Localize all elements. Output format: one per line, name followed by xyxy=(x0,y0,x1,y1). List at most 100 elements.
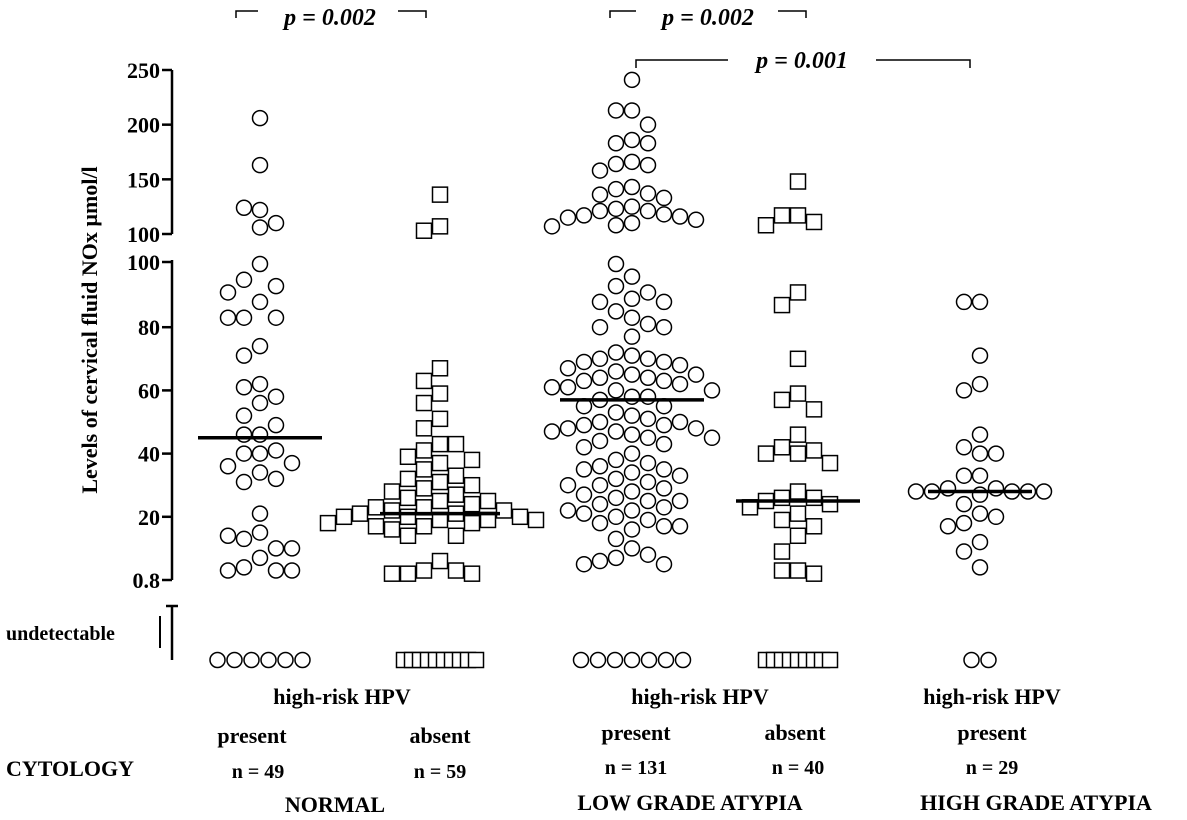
circle-point xyxy=(235,378,253,396)
group-low-absent xyxy=(741,173,839,669)
circle-point xyxy=(703,382,721,399)
undetectable-point xyxy=(572,651,590,669)
circle-point xyxy=(251,337,269,355)
circle-point xyxy=(575,505,593,522)
circle-point xyxy=(559,360,577,377)
circle-point xyxy=(219,309,237,326)
median-lines xyxy=(198,398,1032,516)
circle-point xyxy=(607,470,625,488)
square-point xyxy=(805,565,823,582)
undetectable-label: undetectable xyxy=(6,623,115,645)
y-tick-label: 40 xyxy=(138,442,160,467)
circle-point xyxy=(971,293,989,311)
circle-point xyxy=(591,162,609,179)
n-normal-present: n = 49 xyxy=(232,761,285,783)
undetectable-point xyxy=(606,651,624,669)
circle-point xyxy=(267,470,285,488)
circle-point xyxy=(235,199,253,217)
circle-point xyxy=(607,200,625,218)
circle-point xyxy=(575,353,593,371)
p-value-1: p = 0.002 xyxy=(282,5,376,31)
circle-point xyxy=(219,562,237,579)
square-point xyxy=(805,213,823,231)
y-tick-label: 150 xyxy=(127,167,160,192)
n-low-present: n = 131 xyxy=(605,757,668,779)
circle-point xyxy=(575,486,593,503)
circle-point xyxy=(591,186,609,203)
circle-point xyxy=(559,209,577,226)
circle-point xyxy=(607,217,625,234)
square-point xyxy=(431,186,449,203)
circle-point xyxy=(971,559,989,576)
circle-point xyxy=(623,445,641,462)
y-tick-label: 100 xyxy=(127,222,160,247)
square-point xyxy=(415,372,433,390)
square-point xyxy=(367,499,385,516)
circle-point xyxy=(687,366,705,383)
circle-point xyxy=(543,218,561,235)
circle-point xyxy=(267,416,285,434)
circle-point xyxy=(955,543,973,560)
circle-point xyxy=(655,461,673,478)
cytology-high-grade: HIGH GRADE ATYPIA xyxy=(920,790,1152,815)
circle-point xyxy=(939,480,957,497)
circle-point xyxy=(607,135,625,152)
square-point xyxy=(447,486,465,503)
square-point xyxy=(447,467,465,484)
square-point xyxy=(463,451,481,469)
circle-point xyxy=(267,562,285,579)
circle-point xyxy=(267,277,285,295)
square-point xyxy=(431,435,449,453)
undetectable-point xyxy=(277,651,294,669)
circle-point xyxy=(591,293,609,311)
square-point xyxy=(773,543,791,560)
group-low-present xyxy=(543,71,721,669)
square-point xyxy=(773,296,791,314)
circle-point xyxy=(607,180,625,198)
circle-point xyxy=(251,445,269,462)
square-point xyxy=(431,360,449,377)
square-point xyxy=(773,207,791,224)
undetectable-point xyxy=(589,651,607,669)
circle-point xyxy=(591,514,609,532)
square-point xyxy=(399,470,417,488)
circle-point xyxy=(607,489,625,507)
circle-point xyxy=(607,423,625,440)
circle-point xyxy=(655,318,673,336)
circle-point xyxy=(251,255,269,273)
circle-point xyxy=(591,476,609,494)
square-point xyxy=(789,385,807,402)
circle-point xyxy=(639,116,657,133)
circle-point xyxy=(671,208,689,225)
square-point xyxy=(383,521,401,538)
circle-point xyxy=(955,467,973,484)
circle-point xyxy=(639,156,657,174)
circle-point xyxy=(639,135,657,152)
circle-point xyxy=(235,426,253,443)
square-point xyxy=(757,217,775,234)
category-labels: high-risk HPV high-risk HPV high-risk HP… xyxy=(6,684,1152,817)
circle-point xyxy=(219,527,237,545)
circle-point xyxy=(575,461,593,478)
undetectable-point xyxy=(243,651,260,669)
significance-bracket-3 xyxy=(635,59,971,68)
circle-point xyxy=(623,102,641,119)
circle-point xyxy=(623,502,641,519)
square-point xyxy=(351,505,369,522)
circle-point xyxy=(623,268,641,285)
circle-point xyxy=(283,454,301,472)
circle-point xyxy=(623,347,641,364)
label-present-normal: present xyxy=(217,723,287,748)
circle-point xyxy=(687,420,705,437)
circle-point xyxy=(623,71,641,89)
circle-point xyxy=(655,435,673,453)
circle-point xyxy=(575,207,593,224)
circle-point xyxy=(607,363,625,380)
square-point xyxy=(789,445,807,462)
circle-point xyxy=(655,480,673,497)
square-point xyxy=(805,518,823,535)
square-point xyxy=(335,508,353,526)
group-high-present xyxy=(907,293,1053,669)
y-ticks: 250 200 150 100 100 80 60 40 20 0.8 xyxy=(127,58,172,593)
significance-bracket-2 xyxy=(609,10,807,18)
